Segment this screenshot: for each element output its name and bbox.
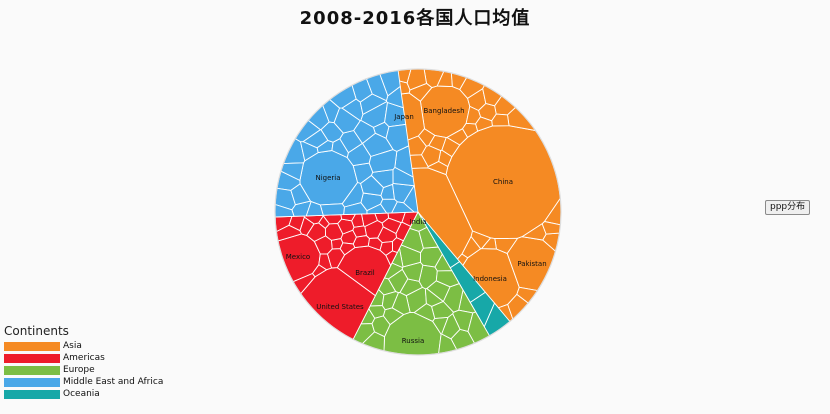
country-label: China [493,178,513,186]
country-cell-unlabeled [424,288,444,307]
chart-title: 2008-2016各国人口均值 [299,8,531,29]
legend-item: Americas [4,352,163,364]
legend: Continents Asia Americas Europe Middle East… [4,324,163,400]
country-cell-unlabeled [324,223,344,241]
country-label: Russia [402,337,425,345]
legend-item: Middle East and Africa [4,376,163,388]
legend-title: Continents [4,324,69,338]
country-label: India [409,218,426,226]
country-cell-unlabeled [441,313,461,340]
country-cell-unlabeled [290,183,311,206]
legend-label: Americas [63,353,105,363]
country-cell-unlabeled [441,137,461,158]
country-cell-unlabeled [461,236,482,259]
legend-label: Asia [63,341,82,351]
legend-swatch [4,365,60,375]
country-cell-unlabeled [302,129,329,149]
legend-swatch [4,389,60,399]
country-cell-unlabeled [360,175,384,196]
country-cell-unlabeled [343,202,368,216]
legend-item: Asia [4,340,163,352]
legend-swatch [4,353,60,363]
country-cell-unlabeled [305,201,324,217]
legend-swatch [4,377,60,387]
country-cell-unlabeled [339,242,356,256]
country-cell-unlabeled [352,225,367,238]
legend-item: Oceania [4,388,163,400]
country-cell-unlabeled [312,264,327,278]
legend-label: Europe [63,365,95,375]
country-cell-unlabeled [318,253,332,271]
country-cell-unlabeled [435,270,460,288]
country-cell-unlabeled [319,203,345,216]
country-label: Mexico [286,253,310,261]
country-cell-unlabeled [353,119,376,144]
country-cell-unlabeled [381,291,399,311]
country-cell-unlabeled [427,161,449,176]
country-cell-unlabeled [385,123,410,152]
country-cell-unlabeled [491,113,510,127]
country-cell-unlabeled [418,226,439,249]
country-label: Indonesia [473,275,507,283]
country-cell-unlabeled [470,230,492,250]
country-label: Pakistan [517,260,546,268]
legend-item: Europe [4,364,163,376]
chart-outline [274,68,562,356]
country-label: Bangladesh [423,107,464,115]
country-label: United States [316,303,364,311]
legend-label: Middle East and Africa [63,377,164,387]
country-label: Nigeria [315,174,340,182]
country-cell-unlabeled [391,201,415,214]
country-cell-unlabeled [481,237,497,250]
legend-label: Oceania [63,389,100,399]
country-cell-unlabeled [475,116,493,132]
ppp-distribution-button[interactable]: ppp分布 [765,200,811,215]
country-label: Japan [393,113,414,121]
country-cell-unlabeled [413,303,436,322]
country-cell-unlabeled [385,250,398,266]
legend-swatch [4,341,60,351]
country-cell-unlabeled [428,134,447,152]
country-label: Brazil [355,269,375,277]
